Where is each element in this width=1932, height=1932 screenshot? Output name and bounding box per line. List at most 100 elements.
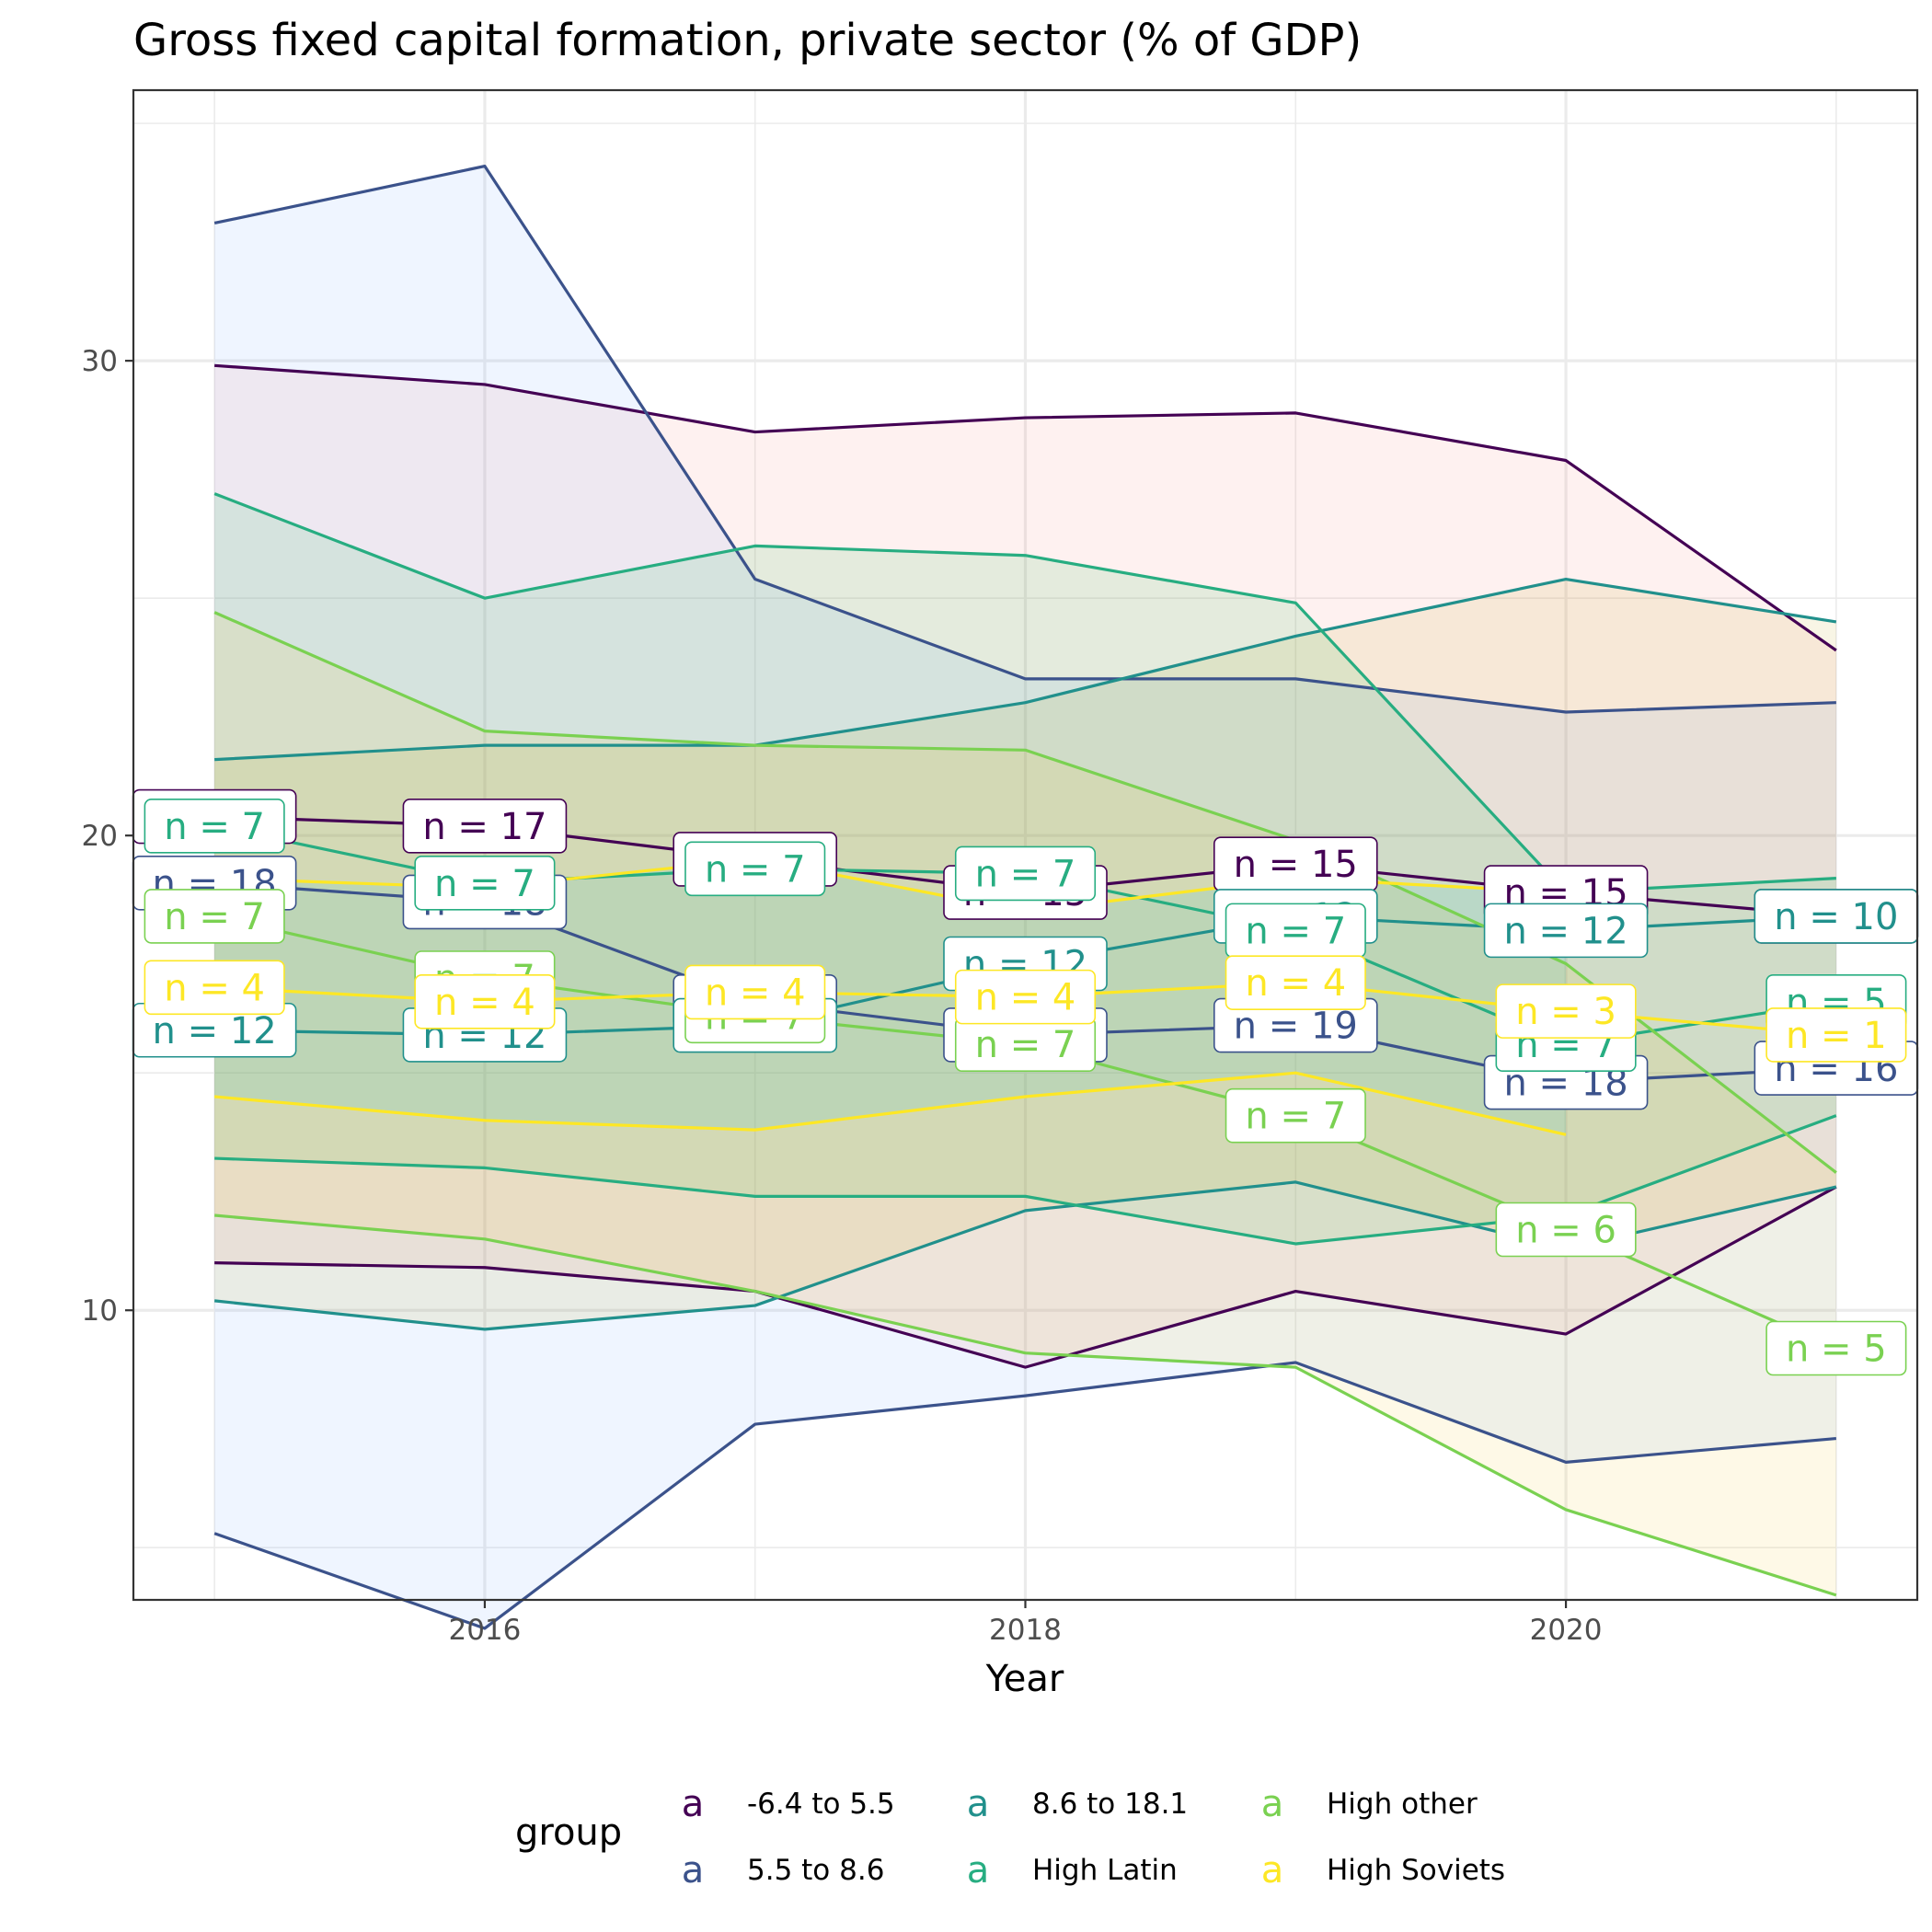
- legend-label: High Latin: [1032, 1854, 1178, 1887]
- n-label-box: [1225, 955, 1366, 1010]
- n-label-text: n = 10: [1774, 896, 1898, 938]
- x-tick-label: 2018: [989, 1614, 1062, 1647]
- n-label: n = 12: [1483, 903, 1649, 959]
- n-label-box: [144, 960, 285, 1016]
- n-label-text: n = 7: [434, 863, 535, 905]
- legend-key: a: [1261, 1783, 1284, 1825]
- n-label: n = 4: [954, 969, 1097, 1025]
- n-label: n = 6: [1495, 1202, 1637, 1258]
- n-label: n = 3: [1495, 983, 1637, 1039]
- legend-key: a: [1261, 1849, 1284, 1892]
- legend-item: a 8.6 to 18.1: [967, 1783, 1188, 1825]
- series-line-upper: [214, 577, 1837, 762]
- n-label-text: n = 7: [164, 806, 265, 848]
- x-tick-label: 2016: [448, 1614, 521, 1647]
- n-label: n = 1: [1765, 1007, 1907, 1063]
- n-label: n = 7: [1225, 903, 1366, 959]
- n-label: n = 17: [402, 799, 568, 854]
- n-label-text: n = 12: [153, 1010, 277, 1052]
- n-label-box: [414, 855, 556, 911]
- n-label-box: [1483, 903, 1649, 959]
- legend-key: a: [967, 1849, 990, 1892]
- n-label-box: [1225, 1087, 1366, 1144]
- x-tick-label: 2020: [1530, 1614, 1603, 1647]
- n-label-text: n = 7: [975, 853, 1076, 895]
- series-line-lower: [213, 1071, 1567, 1136]
- legend-title: group: [515, 1811, 622, 1854]
- n-label: n = 7: [954, 845, 1097, 902]
- legend-key: a: [967, 1783, 990, 1825]
- legend-label: High other: [1327, 1788, 1478, 1821]
- n-label-box: [684, 964, 826, 1020]
- x-axis-title: Year: [985, 1658, 1064, 1700]
- legend-item: a -6.4 to 5.5: [682, 1783, 895, 1825]
- n-label: n = 4: [414, 973, 556, 1029]
- n-label-box: [1495, 1202, 1637, 1258]
- legend-item: a High Soviets: [1261, 1849, 1505, 1892]
- series-line-lower: [213, 1213, 1837, 1597]
- legend-label: 8.6 to 18.1: [1032, 1788, 1188, 1821]
- series-line-upper: [213, 164, 1836, 714]
- y-tick-label: 20: [82, 820, 118, 853]
- n-label-box: [684, 841, 826, 897]
- n-label-box: [954, 845, 1097, 902]
- n-label-text: n = 4: [434, 982, 535, 1024]
- n-label: n = 7: [954, 1017, 1097, 1073]
- y-axis-ticks: 10 20 30: [82, 345, 133, 1328]
- grid: [133, 90, 1917, 1600]
- n-label-text: n = 5: [1786, 1328, 1887, 1371]
- legend-key: a: [682, 1849, 705, 1892]
- n-label: n = 19: [1213, 997, 1378, 1053]
- n-label-text: n = 7: [164, 896, 265, 938]
- n-label-text: n = 7: [1245, 910, 1346, 952]
- n-label-text: n = 3: [1515, 991, 1616, 1033]
- n-label-box: [1765, 1320, 1907, 1376]
- n-label-text: n = 19: [1234, 1006, 1358, 1048]
- n-label: n = 7: [414, 855, 556, 911]
- n-label: n = 7: [144, 799, 285, 854]
- legend-item: a High Latin: [967, 1849, 1178, 1892]
- n-label: n = 10: [1754, 889, 1919, 944]
- n-label-text: n = 12: [1503, 910, 1627, 952]
- legend-label: High Soviets: [1327, 1854, 1505, 1887]
- n-label-box: [144, 889, 285, 944]
- n-label-text: n = 7: [705, 848, 806, 891]
- y-tick-label: 10: [82, 1294, 118, 1328]
- n-label-text: n = 7: [975, 1024, 1076, 1066]
- y-tick-label: 30: [82, 345, 118, 378]
- x-axis-ticks: 2016 2018 2020: [448, 1600, 1603, 1647]
- series-line-lower: [214, 1185, 1837, 1369]
- n-label-text: n = 4: [705, 972, 806, 1014]
- n-label-text: n = 6: [1515, 1209, 1616, 1251]
- legend-item: a 5.5 to 8.6: [682, 1849, 885, 1892]
- legend-key: a: [682, 1783, 705, 1825]
- series-line-upper: [214, 363, 1837, 652]
- n-label: n = 7: [684, 841, 826, 897]
- n-label-text: n = 15: [1234, 844, 1358, 886]
- n-label: n = 4: [144, 960, 285, 1016]
- n-labels: n = 17n = 17n = 17n = 15n = 15n = 15n = …: [132, 788, 1919, 1376]
- n-label-box: [414, 973, 556, 1029]
- n-label-box: [954, 969, 1097, 1025]
- legend: a -6.4 to 5.5 a 5.5 to 8.6 a 8.6 to 18.1 a High…: [682, 1783, 1505, 1892]
- n-label-text: n = 7: [1245, 1096, 1346, 1138]
- n-label: n = 12: [132, 1002, 297, 1058]
- n-label-box: [402, 799, 568, 854]
- n-label-box: [1495, 983, 1637, 1039]
- legend-label: 5.5 to 8.6: [747, 1854, 884, 1887]
- legend-item: a High other: [1261, 1783, 1478, 1825]
- n-label-text: n = 17: [422, 806, 546, 848]
- chart-title: Gross fixed capital formation, private s…: [133, 15, 1362, 66]
- n-label: n = 4: [684, 964, 826, 1020]
- legend-label: -6.4 to 5.5: [747, 1788, 895, 1821]
- series-line-upper: [213, 611, 1837, 1174]
- n-label-box: [144, 799, 285, 854]
- n-label: n = 15: [1213, 836, 1378, 891]
- n-label-text: n = 4: [1245, 962, 1346, 1005]
- n-label: n = 5: [1765, 1320, 1907, 1376]
- n-label-text: n = 4: [975, 977, 1076, 1019]
- n-label: n = 4: [1225, 955, 1366, 1010]
- n-label-text: n = 4: [164, 967, 265, 1009]
- n-label: n = 7: [144, 889, 285, 944]
